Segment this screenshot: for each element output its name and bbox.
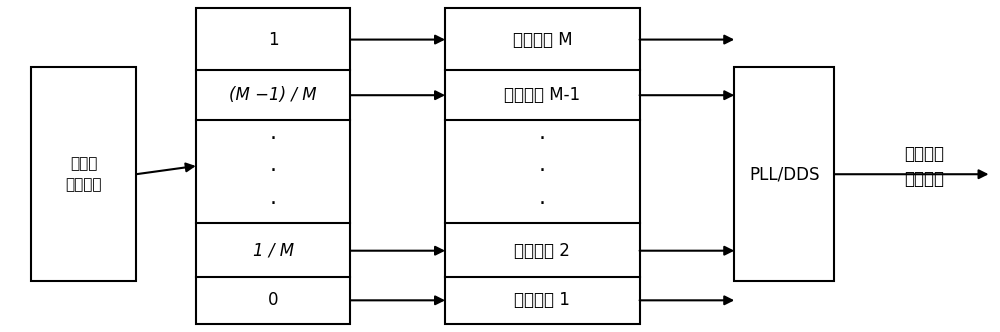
Text: 频率序列 M: 频率序列 M [513,31,572,48]
Polygon shape [445,8,640,324]
Text: 混沌频率
步进信号: 混沌频率 步进信号 [904,144,944,188]
Text: ·
·
·: · · · [270,128,277,214]
Text: 1 / M: 1 / M [253,242,294,260]
Text: 归一化
混沌信号: 归一化 混沌信号 [65,156,102,192]
Text: PLL/DDS: PLL/DDS [749,165,819,183]
Text: (M −1) / M: (M −1) / M [229,86,317,104]
Polygon shape [196,8,350,324]
Polygon shape [31,67,136,281]
Text: 1: 1 [268,31,278,48]
Polygon shape [734,67,834,281]
Text: 0: 0 [268,291,278,309]
Text: 频率序列 2: 频率序列 2 [514,242,570,260]
Text: ·
·
·: · · · [539,128,546,214]
Text: 频率序列 M-1: 频率序列 M-1 [504,86,580,104]
Text: 频率序列 1: 频率序列 1 [514,291,570,309]
